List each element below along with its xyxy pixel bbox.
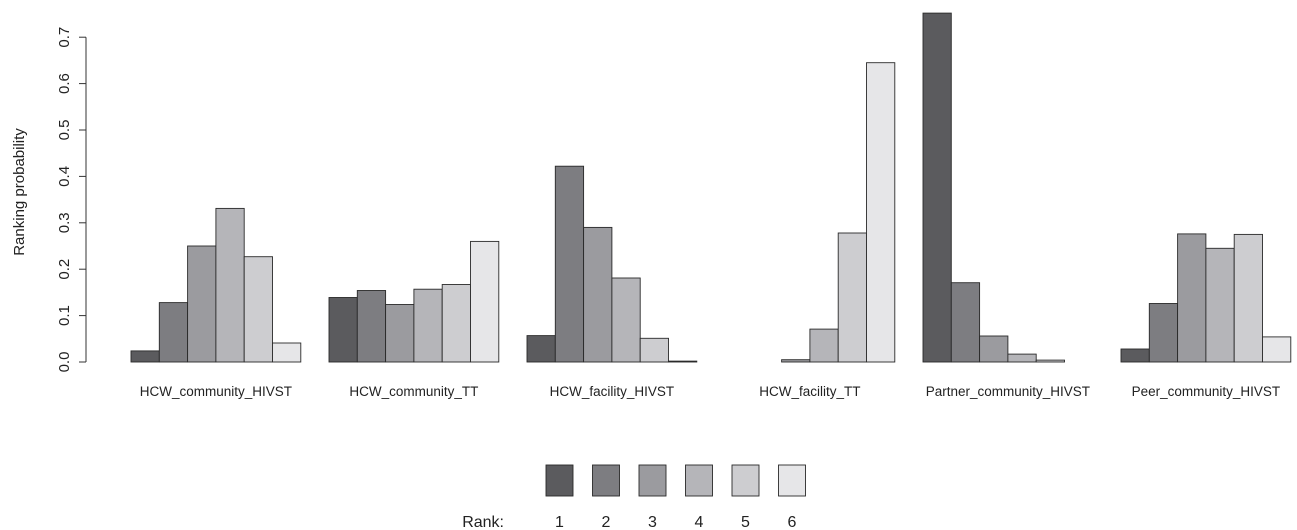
bar-Peer_community_HIVST-rank-3 [1177,233,1207,363]
y-tick-label: 0.4 [56,166,73,187]
y-tick-label: 0.5 [56,120,73,141]
bar-Peer_community_HIVST-rank-5 [1233,233,1263,363]
bar-Partner_community_HIVST-rank-1 [922,12,952,363]
bar-Partner_community_HIVST-rank-3 [979,335,1009,363]
bar-HCW_community_HIVST-rank-4 [215,207,245,363]
bar-Peer_community_HIVST-rank-2 [1148,303,1179,363]
y-axis: 0.0 0.1 0.2 0.3 0.4 0.5 0.6 0.7 [56,27,87,373]
legend-label-rank-4: 4 [695,514,704,530]
bar-Partner_community_HIVST-rank-5 [1035,359,1065,363]
x-category-label: Partner_community_HIVST [926,384,1090,399]
bar-HCW_community_TT-rank-6 [470,240,500,363]
x-category-label: Peer_community_HIVST [1132,384,1281,399]
legend-swatch-rank-6 [778,464,806,497]
y-tick-label: 0.3 [56,212,73,233]
y-tick-label: 0.2 [56,259,73,280]
legend-swatch-rank-1 [545,464,574,497]
x-axis-labels: HCW_community_HIVST HCW_community_TT HCW_f… [140,384,1280,399]
legend: Rank: 1 2 3 4 5 6 [462,464,806,530]
bar-HCW_community_TT-rank-3 [385,304,415,363]
bar-HCW_community_HIVST-rank-5 [243,256,273,363]
y-tick-label: 0.7 [56,27,73,48]
legend-label-rank-6: 6 [788,514,797,530]
legend-swatch-rank-5 [731,464,760,497]
legend-label-rank-5: 5 [741,514,750,530]
legend-swatch-rank-3 [638,464,667,497]
legend-label-rank-2: 2 [602,514,611,530]
y-tick-label: 0.1 [56,305,73,326]
bar-HCW_community_HIVST-rank-1 [130,350,160,363]
legend-title: Rank: [462,514,504,530]
bar-HCW_community_HIVST-rank-3 [187,245,217,363]
bar-HCW_community_TT-rank-4 [413,288,443,363]
x-category-label: HCW_facility_HIVST [550,384,675,399]
bars [130,12,1292,363]
bar-HCW_facility_HIVST-rank-1 [526,335,556,363]
x-category-label: HCW_facility_TT [759,384,860,399]
bar-HCW_community_TT-rank-5 [441,284,471,363]
bar-Partner_community_HIVST-rank-4 [1007,353,1037,363]
bar-HCW_facility_TT-rank-4 [809,328,839,363]
bar-HCW_facility_TT-rank-5 [837,232,867,363]
bar-HCW_facility_HIVST-rank-4 [611,277,641,363]
legend-swatch-rank-2 [592,464,620,497]
x-category-label: HCW_community_TT [349,384,478,399]
y-tick-label: 0.0 [56,352,73,373]
bar-HCW_community_HIVST-rank-2 [158,302,189,363]
bar-HCW_facility_TT-rank-6 [866,62,896,363]
bar-Peer_community_HIVST-rank-1 [1120,348,1150,363]
bar-Peer_community_HIVST-rank-4 [1205,247,1235,363]
bar-HCW_community_TT-rank-2 [356,290,387,363]
bar-HCW_community_TT-rank-1 [328,297,358,363]
legend-label-rank-3: 3 [648,514,657,530]
x-category-label: HCW_community_HIVST [140,384,292,399]
bar-HCW_community_HIVST-rank-6 [272,342,302,363]
bar-HCW_facility_HIVST-rank-2 [554,165,585,363]
y-axis-title: Ranking probability [11,128,28,256]
bar-HCW_facility_TT-rank-3 [781,359,811,363]
legend-label-rank-1: 1 [555,514,564,530]
bar-HCW_facility_HIVST-rank-5 [639,337,669,363]
bar-Peer_community_HIVST-rank-6 [1262,336,1292,363]
bar-HCW_facility_HIVST-rank-6 [668,360,698,363]
legend-swatch-rank-4 [685,464,713,497]
bar-HCW_facility_HIVST-rank-3 [583,226,613,363]
bar-Partner_community_HIVST-rank-2 [950,282,981,363]
y-tick-label: 0.6 [56,73,73,94]
